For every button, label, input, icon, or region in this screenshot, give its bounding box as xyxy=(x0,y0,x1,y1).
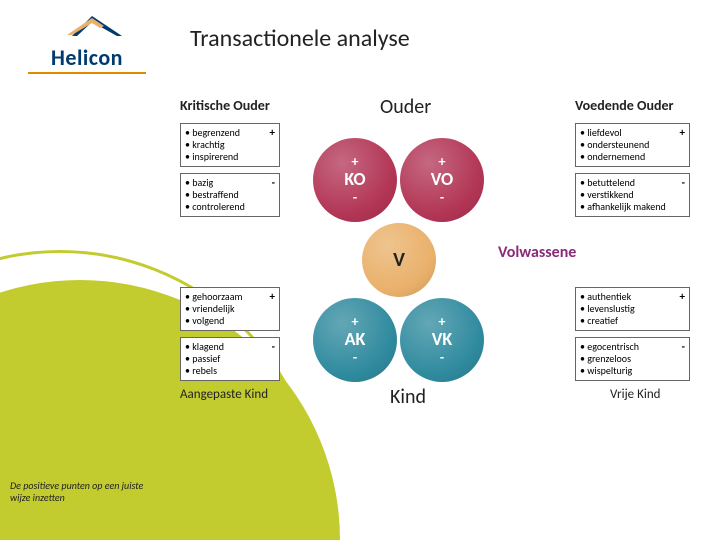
sign-minus: - xyxy=(353,351,357,365)
circle-code: KO xyxy=(344,169,365,191)
brand-name: Helicon xyxy=(51,44,123,71)
sign-minus: - xyxy=(440,191,444,205)
circle-vk: + VK - xyxy=(400,298,484,382)
sign-plus: + xyxy=(352,315,359,329)
circle-code: VO xyxy=(431,169,453,191)
sign-minus: - xyxy=(353,191,357,205)
footnote-caption: De positieve punten op een juiste wijze … xyxy=(10,480,160,504)
item: rebels xyxy=(185,365,275,377)
box-vk-pos: + authentiek levenslustig creatief xyxy=(575,287,690,331)
box-ak-pos: + gehoorzaam vriendelijk volgend xyxy=(180,287,280,331)
item: wispelturig xyxy=(580,365,685,377)
sign-plus: + xyxy=(680,290,685,303)
box-vo-neg: - betuttelend verstikkend afhankelijk ma… xyxy=(575,173,690,217)
item: inspirerend xyxy=(185,151,275,163)
sign-plus: + xyxy=(439,315,446,329)
sign-minus: - xyxy=(682,340,685,353)
circle-v: V xyxy=(362,223,436,297)
box-ak-neg: - klagend passief rebels xyxy=(180,337,280,381)
sign-minus: - xyxy=(272,340,275,353)
diagram-stage: Ouder Volwassene Kind Kritische Ouder Vo… xyxy=(180,95,710,495)
item: controlerend xyxy=(185,201,275,213)
sign-plus: + xyxy=(270,290,275,303)
brand-logo: Helicon xyxy=(28,10,146,74)
box-ko-neg: - bazig bestraffend controlerend xyxy=(180,173,280,217)
col-foot-right: Vrije Kind xyxy=(610,387,661,402)
circle-ko: + KO - xyxy=(313,138,397,222)
item: creatief xyxy=(580,315,685,327)
col-head-right: Voedende Ouder xyxy=(575,97,674,114)
circle-vo: + VO - xyxy=(400,138,484,222)
col-foot-left: Aangepaste Kind xyxy=(180,387,268,402)
item: afhankelijk makend xyxy=(580,201,685,213)
row-label-volwassene: Volwassene xyxy=(498,243,576,262)
circle-code: AK xyxy=(345,329,366,351)
item: ondernemend xyxy=(580,151,685,163)
circle-code: V xyxy=(393,248,405,272)
brand-underline xyxy=(28,72,146,74)
sign-plus: + xyxy=(270,126,275,139)
sign-plus: + xyxy=(352,155,359,169)
col-head-left: Kritische Ouder xyxy=(180,97,270,114)
box-vo-pos: + liefdevol ondersteunend ondernemend xyxy=(575,123,690,167)
roof-icon xyxy=(32,10,142,44)
row-label-ouder: Ouder xyxy=(380,95,431,119)
sign-minus: - xyxy=(682,176,685,189)
sign-plus: + xyxy=(680,126,685,139)
sign-plus: + xyxy=(439,155,446,169)
box-ko-pos: + begrenzend krachtig inspirerend xyxy=(180,123,280,167)
sign-minus: - xyxy=(272,176,275,189)
circle-code: VK xyxy=(432,329,453,351)
box-vk-neg: - egocentrisch grenzeloos wispelturig xyxy=(575,337,690,381)
sign-minus: - xyxy=(440,351,444,365)
page-title: Transactionele analyse xyxy=(190,24,410,53)
circle-ak: + AK - xyxy=(313,298,397,382)
item: volgend xyxy=(185,315,275,327)
row-label-kind: Kind xyxy=(390,385,426,409)
